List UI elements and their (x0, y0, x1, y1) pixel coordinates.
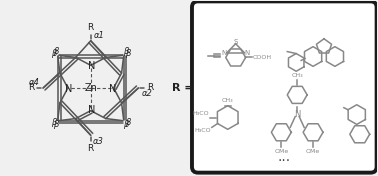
Text: α2: α2 (141, 89, 152, 98)
Text: Zn: Zn (84, 83, 97, 93)
Text: OMe: OMe (274, 149, 288, 154)
Text: CH₃: CH₃ (291, 73, 303, 78)
Text: R =: R = (172, 83, 194, 93)
FancyBboxPatch shape (192, 1, 376, 173)
Text: H₃CO: H₃CO (192, 111, 209, 116)
Text: ...: ... (278, 150, 291, 164)
Text: β: β (51, 49, 57, 58)
Text: R: R (88, 23, 94, 32)
Text: β: β (53, 47, 59, 56)
Text: N: N (294, 110, 301, 119)
Text: N: N (88, 105, 95, 115)
Text: R: R (28, 83, 34, 93)
Text: CH₃: CH₃ (222, 98, 234, 103)
Text: β: β (53, 120, 59, 129)
Text: S: S (234, 39, 238, 45)
Text: β: β (125, 49, 130, 58)
Text: N: N (65, 84, 73, 94)
Text: α1: α1 (94, 31, 105, 40)
Text: α4: α4 (29, 78, 40, 87)
Text: β: β (123, 120, 128, 129)
Text: N: N (88, 61, 95, 71)
Text: OMe: OMe (306, 149, 320, 154)
Text: α3: α3 (93, 137, 104, 146)
Text: R: R (88, 144, 94, 153)
Text: H₃CO: H₃CO (194, 128, 211, 133)
Text: N: N (245, 50, 250, 56)
Text: β: β (123, 47, 128, 56)
Text: COOH: COOH (253, 55, 272, 60)
Text: β: β (51, 118, 57, 127)
Text: R: R (147, 83, 153, 93)
Text: N: N (222, 50, 227, 56)
Text: β: β (125, 118, 130, 127)
Text: N: N (109, 84, 116, 94)
